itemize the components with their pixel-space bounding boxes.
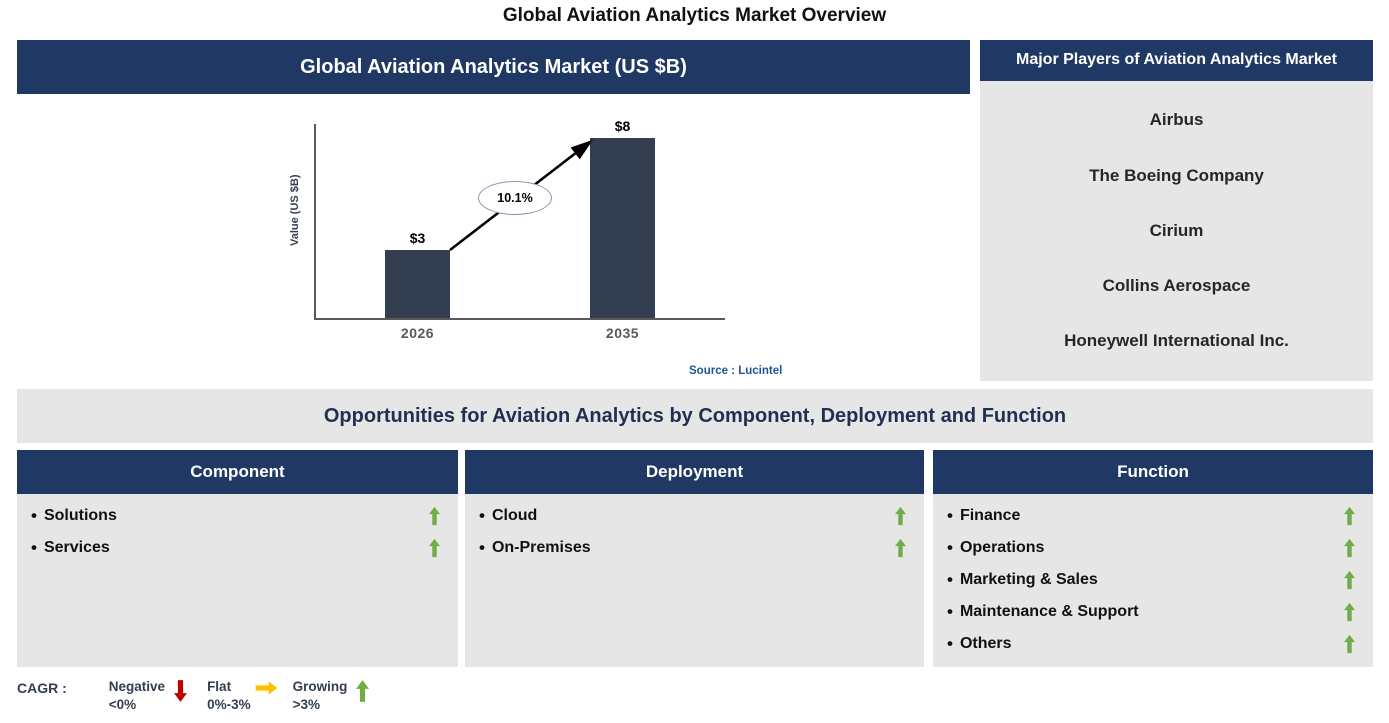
function-column: Function Finance Operations Marketing & … <box>933 450 1373 667</box>
legend-range: >3% <box>292 697 320 713</box>
list-item: Cirium <box>1149 220 1204 240</box>
cagr-legend-label: CAGR : <box>17 680 67 696</box>
list-item: Marketing & Sales <box>933 564 1373 596</box>
opportunity-label: Services <box>43 539 110 556</box>
x-axis-line <box>315 318 725 320</box>
x-tick-label: 2035 <box>605 325 640 341</box>
opportunities-section-title: Opportunities for Aviation Analytics by … <box>17 389 1373 443</box>
up-arrow-icon <box>1344 538 1355 558</box>
list-item: Collins Aerospace <box>1102 276 1251 296</box>
chart-bar <box>385 250 450 318</box>
market-chart-panel: Global Aviation Analytics Market (US $B)… <box>17 40 970 383</box>
up-arrow-icon <box>429 538 440 558</box>
opportunity-label: Marketing & Sales <box>959 571 1098 588</box>
major-players-title: Major Players of Aviation Analytics Mark… <box>980 40 1373 81</box>
column-body: Cloud On-Premises <box>465 494 924 667</box>
opportunity-label: On-Premises <box>491 539 591 556</box>
up-arrow-icon <box>429 506 440 526</box>
list-item: Maintenance & Support <box>933 596 1373 628</box>
page-title: Global Aviation Analytics Market Overvie… <box>502 5 887 26</box>
cagr-legend: CAGR : Negative <0% Flat 0%-3% Growing >… <box>17 678 389 714</box>
component-column: Component Solutions Services <box>17 450 458 667</box>
opportunity-label: Operations <box>959 539 1045 556</box>
legend-name: Flat <box>207 679 232 694</box>
cagr-callout: 10.1% <box>478 181 552 215</box>
legend-range: 0%-3% <box>207 697 251 713</box>
up-arrow-icon <box>1344 602 1355 622</box>
opportunity-label: Others <box>959 635 1012 652</box>
column-body: Finance Operations Marketing & Sales Mai… <box>933 494 1373 667</box>
y-axis-line <box>314 124 316 320</box>
legend-range: <0% <box>108 697 137 713</box>
list-item: Finance <box>933 500 1373 532</box>
legend-name: Growing <box>292 679 348 694</box>
list-item: Airbus <box>1149 110 1204 130</box>
chart-bar-group: $8 <box>590 118 655 318</box>
opportunity-label: Cloud <box>491 507 538 524</box>
list-item: Honeywell International Inc. <box>1064 331 1289 351</box>
list-item: The Boeing Company <box>1089 165 1264 185</box>
up-arrow-icon <box>1344 570 1355 590</box>
list-item: Solutions <box>17 500 458 532</box>
list-item: On-Premises <box>465 532 924 564</box>
major-players-panel: Major Players of Aviation Analytics Mark… <box>980 40 1373 381</box>
deployment-column: Deployment Cloud On-Premises <box>465 450 924 667</box>
legend-item-flat: Flat 0%-3% <box>207 678 277 714</box>
up-arrow-icon <box>1344 506 1355 526</box>
legend-item-growing: Growing >3% <box>293 678 374 714</box>
list-item: Operations <box>933 532 1373 564</box>
up-arrow-icon <box>1344 634 1355 654</box>
bar-chart: Value (US $B) 10.1% $3 $8 2026 <box>17 94 970 383</box>
down-arrow-icon <box>174 680 188 702</box>
legend-item-negative: Negative <0% <box>109 678 191 714</box>
list-item: Cloud <box>465 500 924 532</box>
major-players-list: Airbus The Boeing Company Cirium Collins… <box>980 80 1373 381</box>
up-arrow-icon <box>895 506 906 526</box>
opportunity-label: Finance <box>959 507 1021 524</box>
column-header: Deployment <box>465 450 924 494</box>
list-item: Others <box>933 628 1373 660</box>
column-header: Component <box>17 450 458 494</box>
source-note: Source : Lucintel <box>689 365 783 377</box>
legend-name: Negative <box>108 679 166 694</box>
y-axis-label: Value (US $B) <box>289 174 301 246</box>
chart-bar <box>590 138 655 318</box>
right-arrow-icon <box>255 681 277 695</box>
list-item: Services <box>17 532 458 564</box>
up-arrow-icon <box>356 680 370 702</box>
up-arrow-icon <box>895 538 906 558</box>
x-tick-label: 2026 <box>400 325 435 341</box>
column-body: Solutions Services <box>17 494 458 667</box>
opportunity-label: Maintenance & Support <box>959 603 1139 620</box>
bar-value-label: $3 <box>409 230 426 246</box>
column-header: Function <box>933 450 1373 494</box>
bar-value-label: $8 <box>614 118 631 134</box>
opportunity-label: Solutions <box>43 507 117 524</box>
chart-bar-group: $3 <box>385 230 450 318</box>
chart-panel-title: Global Aviation Analytics Market (US $B) <box>17 40 970 94</box>
